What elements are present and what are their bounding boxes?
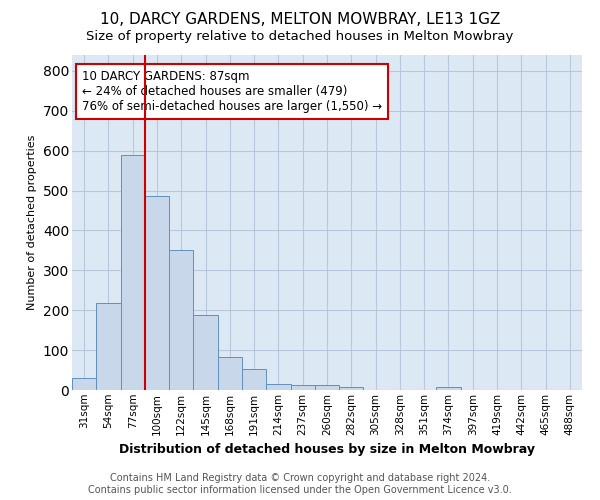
Bar <box>169 250 193 390</box>
Text: Contains HM Land Registry data © Crown copyright and database right 2024.
Contai: Contains HM Land Registry data © Crown c… <box>88 474 512 495</box>
Bar <box>242 370 266 390</box>
Bar <box>72 378 96 390</box>
Text: Size of property relative to detached houses in Melton Mowbray: Size of property relative to detached ho… <box>86 30 514 43</box>
Bar <box>145 196 169 390</box>
Bar <box>315 385 339 390</box>
Bar <box>218 357 242 390</box>
Bar <box>96 303 121 390</box>
Bar <box>193 315 218 390</box>
Bar <box>339 387 364 390</box>
Bar <box>436 387 461 390</box>
Bar <box>266 384 290 390</box>
Bar <box>121 154 145 390</box>
Text: 10, DARCY GARDENS, MELTON MOWBRAY, LE13 1GZ: 10, DARCY GARDENS, MELTON MOWBRAY, LE13 … <box>100 12 500 28</box>
Bar <box>290 385 315 390</box>
Y-axis label: Number of detached properties: Number of detached properties <box>27 135 37 310</box>
Text: 10 DARCY GARDENS: 87sqm
← 24% of detached houses are smaller (479)
76% of semi-d: 10 DARCY GARDENS: 87sqm ← 24% of detache… <box>82 70 382 113</box>
X-axis label: Distribution of detached houses by size in Melton Mowbray: Distribution of detached houses by size … <box>119 443 535 456</box>
